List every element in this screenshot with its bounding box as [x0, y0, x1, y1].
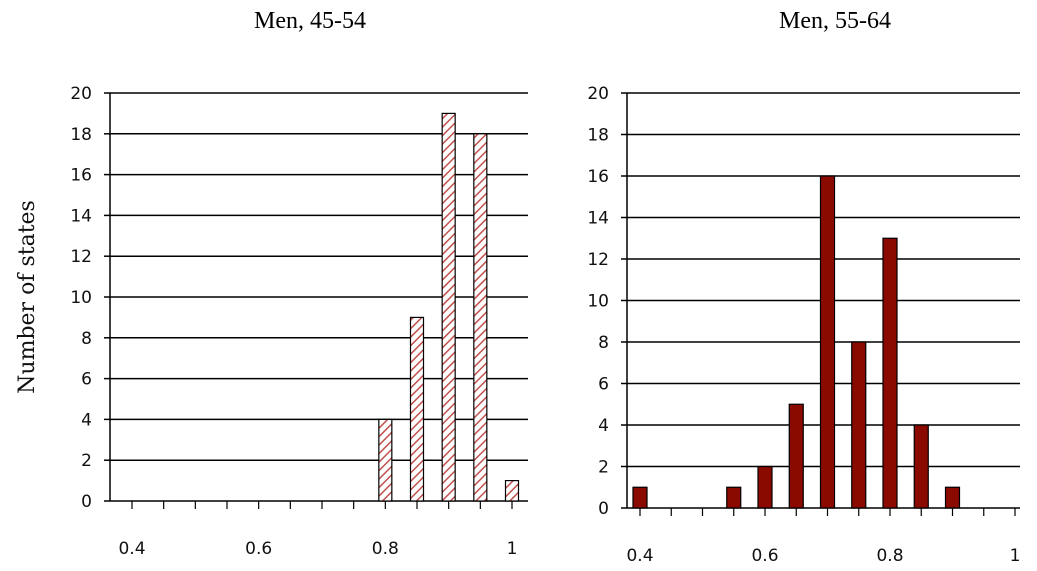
- bar: [409, 316, 425, 502]
- y-tick-label: 20: [70, 84, 92, 104]
- y-tick-label: 12: [70, 247, 92, 267]
- y-tick-label: 16: [70, 166, 92, 186]
- bar: [757, 465, 773, 509]
- y-axis-label: Number of states: [15, 200, 40, 394]
- bar: [944, 486, 961, 509]
- bar: [819, 175, 836, 509]
- y-tick-label: 0: [81, 492, 92, 512]
- chart-title-right: Men, 55-64: [779, 8, 891, 34]
- y-tick-label: 12: [587, 250, 609, 270]
- bar: [441, 112, 456, 502]
- bar: [473, 133, 488, 502]
- bar: [632, 486, 648, 509]
- chart-title-left: Men, 45-54: [254, 8, 366, 34]
- y-tick-label: 18: [587, 126, 609, 146]
- y-tick-label: 10: [70, 288, 92, 308]
- bar: [726, 486, 742, 509]
- y-tick-label: 18: [70, 125, 92, 145]
- x-tick-label: 0.6: [245, 539, 272, 559]
- y-tick-label: 4: [598, 416, 609, 436]
- chart-panel-right: 0 2 4 6 8 10 12 14 16 18 20 0.4 0.6 0.8 1: [587, 84, 1020, 566]
- y-tick-label: 16: [587, 167, 609, 187]
- x-tick-label: 1: [507, 539, 518, 559]
- bar: [913, 424, 929, 509]
- y-tick-label: 10: [587, 292, 609, 312]
- y-tick-label: 0: [598, 499, 609, 519]
- y-tick-label: 2: [81, 451, 92, 471]
- y-tick-label: 6: [598, 375, 609, 395]
- y-tick-label: 8: [81, 329, 92, 349]
- bar: [882, 237, 898, 509]
- x-tick-label: 0.6: [751, 546, 778, 566]
- y-tick-label: 14: [70, 206, 92, 226]
- bar: [504, 480, 520, 502]
- x-tick-label: 0.4: [118, 539, 145, 559]
- chart-panel-left: 0 2 4 6 8 10 12 14 16 18 20 0.4 0.6 0.8 1 Number of sta…: [15, 84, 528, 559]
- x-tick-label: 0.8: [876, 546, 903, 566]
- y-tick-label: 4: [81, 410, 92, 430]
- x-tick-label: 1: [1010, 546, 1021, 566]
- bar: [851, 341, 867, 509]
- x-tick-label: 0.4: [626, 546, 653, 566]
- y-tick-label: 20: [587, 84, 609, 104]
- bar: [378, 418, 393, 502]
- y-tick-label: 8: [598, 333, 609, 353]
- x-tick-label: 0.8: [372, 539, 399, 559]
- y-tick-label: 14: [587, 209, 609, 229]
- y-tick-label: 6: [81, 370, 92, 390]
- bar: [788, 403, 804, 509]
- y-tick-label: 2: [598, 458, 609, 478]
